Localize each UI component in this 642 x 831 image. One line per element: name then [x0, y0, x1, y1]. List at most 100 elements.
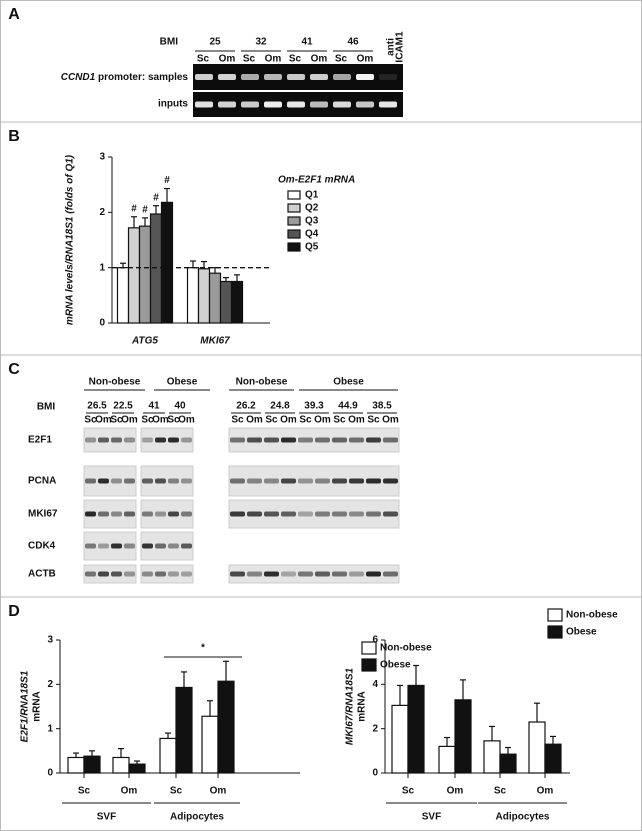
panel-label: D	[8, 603, 20, 620]
blot-band	[85, 478, 96, 484]
lane-label: Om	[246, 415, 263, 426]
x-tick-label: Sc	[494, 786, 507, 797]
blot-band	[124, 543, 135, 549]
group-label: Non-obese	[236, 377, 288, 388]
annotation: #	[131, 203, 137, 214]
panel-label: B	[8, 128, 20, 145]
blot-band	[142, 571, 153, 577]
group-label: Obese	[333, 377, 364, 388]
lane-label: Sc	[167, 415, 180, 426]
row-label: MKI67	[28, 509, 58, 520]
legend-label: Obese	[566, 627, 597, 638]
group-label: Non-obese	[89, 377, 141, 388]
y-tick-label: 1	[99, 262, 105, 273]
y-tick-label: 0	[372, 768, 378, 779]
blot-band	[142, 437, 153, 443]
blot-band	[111, 478, 122, 484]
x-tick-label: Om	[537, 786, 554, 797]
blot-band	[124, 511, 135, 517]
bmi-value: 25	[209, 37, 221, 48]
legend-label: Q3	[305, 216, 319, 227]
gel-band	[264, 74, 282, 80]
blot	[228, 564, 400, 584]
blot-band	[315, 571, 330, 577]
blot-band	[315, 478, 330, 484]
bar	[499, 753, 517, 774]
blot-band	[264, 478, 279, 484]
y-tick-label: 3	[47, 635, 53, 646]
annotation: #	[142, 205, 148, 216]
group-label: Adipocytes	[496, 812, 550, 823]
bmi-value: 41	[148, 401, 160, 412]
gel-band	[287, 74, 305, 80]
row-label: CDK4	[28, 541, 56, 552]
bmi-value: 32	[255, 37, 267, 48]
blot	[140, 427, 194, 453]
blot-band	[181, 437, 192, 443]
panel-label: C	[8, 361, 20, 378]
gel-band	[264, 101, 282, 108]
bmi-value: 26.2	[236, 401, 256, 412]
blot-band	[85, 511, 96, 517]
control-label: ICAM1	[395, 31, 406, 63]
bmi-label: BMI	[37, 402, 56, 413]
blot-band	[98, 571, 109, 577]
row-label: inputs	[158, 99, 188, 110]
y-tick-label: 2	[372, 723, 378, 734]
blot-band	[332, 511, 347, 517]
legend-label: Q4	[305, 229, 319, 240]
bar	[128, 763, 146, 774]
blot-band	[111, 511, 122, 517]
blot-band	[383, 511, 398, 517]
bmi-value: 44.9	[338, 401, 358, 412]
blot-band	[281, 478, 296, 484]
gel-band	[218, 74, 236, 80]
gel-band	[241, 101, 259, 108]
blot-band	[155, 511, 166, 517]
legend-label: Q5	[305, 242, 319, 253]
group-label: Obese	[167, 377, 198, 388]
y-tick-label: 3	[99, 152, 105, 163]
blot-band	[332, 478, 347, 484]
blot-band	[142, 511, 153, 517]
blot-band	[247, 437, 262, 443]
gel-band	[333, 74, 351, 80]
bar	[112, 756, 130, 774]
blot-band	[315, 437, 330, 443]
blot-band	[155, 437, 166, 443]
y-axis-label: mRNA	[32, 691, 43, 722]
y-tick-label: 2	[99, 207, 105, 218]
blot-band	[168, 478, 179, 484]
lane-label: Sc	[289, 54, 302, 65]
blot-band	[181, 511, 192, 517]
y-tick-label: 6	[372, 635, 378, 646]
annotation: #	[164, 175, 170, 186]
blot-band	[383, 571, 398, 577]
legend-swatch	[361, 658, 377, 672]
bmi-value: 39.3	[304, 401, 324, 412]
y-axis-label: mRNA levels/RNA18S1 (folds of Q1)	[65, 154, 76, 325]
gel-band	[310, 74, 328, 80]
lane-label: Om	[121, 415, 138, 426]
lane-label: Om	[311, 54, 328, 65]
bmi-value: 26.5	[87, 401, 107, 412]
lane-label: Om	[219, 54, 236, 65]
legend-swatch	[287, 216, 301, 226]
bar	[219, 280, 233, 324]
y-tick-label: 4	[372, 679, 378, 690]
blot-band	[247, 571, 262, 577]
blot-band	[298, 571, 313, 577]
legend-label: Obese	[380, 660, 411, 671]
blot-band	[85, 571, 96, 577]
bmi-value: 22.5	[113, 401, 133, 412]
legend-swatch	[547, 625, 563, 639]
legend-swatch	[547, 608, 563, 622]
blot-band	[168, 511, 179, 517]
annotation: #	[153, 192, 159, 203]
lane-label: Sc	[141, 415, 154, 426]
blot-band	[181, 543, 192, 549]
bar	[138, 225, 152, 324]
legend-swatch	[287, 242, 301, 252]
gel-band	[356, 74, 374, 80]
lane-label: Om	[152, 415, 169, 426]
